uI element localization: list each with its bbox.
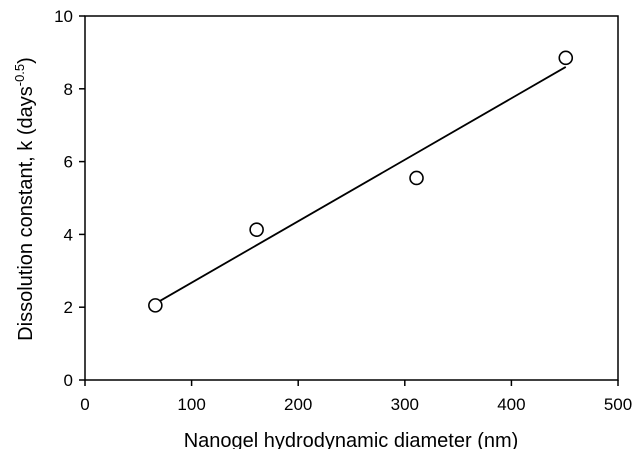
y-tick-label: 0 (64, 371, 73, 390)
y-tick-label: 2 (64, 298, 73, 317)
data-point (148, 298, 163, 313)
x-axis-label: Nanogel hydrodynamic diameter (nm) (184, 430, 519, 449)
x-tick-label: 0 (80, 395, 89, 414)
y-axis-label: Dissolution constant, k (days-0.5) (12, 57, 37, 341)
x-tick-label: 300 (391, 395, 419, 414)
x-tick-label: 100 (177, 395, 205, 414)
plot-frame (84, 15, 619, 381)
y-axis-label-superscript: -0.5 (12, 64, 27, 86)
fit-line-group (154, 66, 567, 305)
x-axis-ticks: 0 100 200 300 400 500 (80, 380, 632, 414)
axes (84, 15, 619, 381)
y-axis-ticks: 0 2 4 6 8 10 (54, 7, 85, 390)
data-point (249, 222, 264, 237)
y-tick-label: 10 (54, 7, 73, 26)
y-tick-label: 4 (64, 225, 73, 244)
y-tick-label: 6 (64, 153, 73, 172)
fit-line (154, 66, 567, 305)
data-point (409, 170, 424, 186)
x-tick-label: 200 (284, 395, 312, 414)
y-axis-label-main: Dissolution constant, k (days (15, 86, 37, 341)
x-tick-label: 500 (604, 395, 632, 414)
data-point (558, 50, 574, 66)
y-axis-label-close: ) (15, 57, 37, 64)
y-tick-label: 8 (64, 80, 73, 99)
x-tick-label: 400 (497, 395, 525, 414)
data-points (148, 50, 574, 313)
